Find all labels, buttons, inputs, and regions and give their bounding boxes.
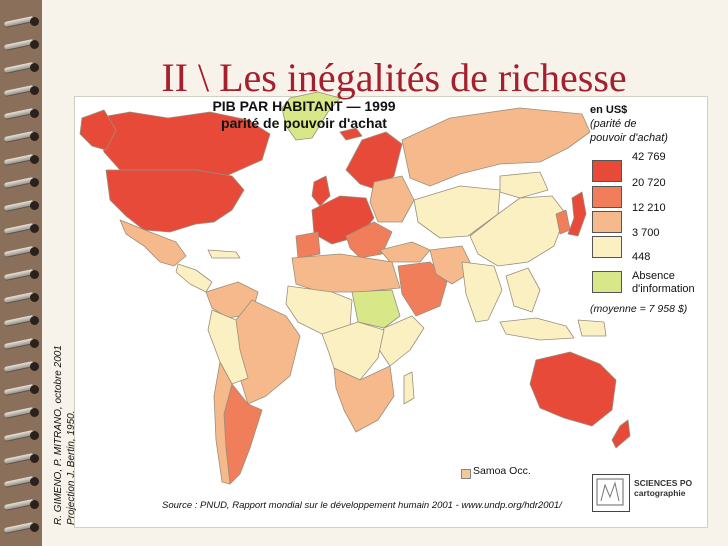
region-central-america xyxy=(175,263,213,293)
region-central-africa xyxy=(321,321,385,381)
region-madagascar xyxy=(403,371,415,405)
ring-icon xyxy=(3,475,52,488)
ring-icon xyxy=(3,268,52,281)
logo-text: SCIENCES PO cartographie xyxy=(634,478,692,498)
legend-value-4: 3 700 xyxy=(632,227,660,239)
logo-mark-icon xyxy=(596,478,624,506)
region-greenland xyxy=(281,91,341,141)
region-iberia xyxy=(295,231,321,259)
legend-ppp-line2: pouvoir d'achat) xyxy=(590,132,668,144)
map-credit: R. GIMENO, P. MITRANO, octobre 2001 Proj… xyxy=(52,345,78,525)
legend-value-1: 42 769 xyxy=(632,151,666,163)
region-italy-balkans xyxy=(345,221,393,259)
region-new-zealand xyxy=(611,419,631,449)
ring-icon xyxy=(3,521,52,534)
region-usa xyxy=(105,169,245,233)
region-uk xyxy=(311,175,331,207)
legend-no-info-line1: Absence xyxy=(632,270,675,282)
samoa-marker xyxy=(461,469,471,479)
ring-icon xyxy=(3,429,52,442)
ring-icon xyxy=(3,314,52,327)
region-india xyxy=(461,261,503,323)
legend-swatch-class4 xyxy=(592,236,622,258)
ring-icon xyxy=(3,199,52,212)
region-iran xyxy=(429,245,475,285)
region-middle-east xyxy=(397,261,449,317)
region-russia xyxy=(401,107,591,187)
legend-ppp-line1: (parité de xyxy=(590,118,637,130)
region-brazil xyxy=(231,299,301,405)
region-png xyxy=(577,319,607,337)
region-peru-bolivia xyxy=(207,309,249,385)
map-credit-projection: Projection J. Bertin, 1950. xyxy=(66,410,77,525)
region-scandinavia xyxy=(345,131,403,191)
map-title: PIB PAR HABITANT — 1999 parité de pouvoi… xyxy=(174,98,434,132)
map-credit-authors: R. GIMENO, P. MITRANO, octobre 2001 xyxy=(53,345,64,525)
logo-line1: SCIENCES PO xyxy=(634,478,693,488)
region-west-africa xyxy=(285,285,353,335)
ring-icon xyxy=(3,61,52,74)
region-sudan xyxy=(351,289,401,329)
ring-icon xyxy=(3,222,52,235)
ring-icon xyxy=(3,291,52,304)
ring-icon xyxy=(3,406,52,419)
ring-icon xyxy=(3,107,52,120)
legend-swatch-no-info xyxy=(592,271,622,293)
region-chile xyxy=(213,361,233,485)
slide-title: II \ Les inégalités de richesse xyxy=(161,55,627,100)
legend-swatch-class1 xyxy=(592,160,622,182)
samoa-label: Samoa Occ. xyxy=(473,465,531,477)
legend-value-5: 448 xyxy=(632,251,651,263)
legend-no-info-label: Absence d'information xyxy=(632,270,695,296)
ring-icon xyxy=(3,337,52,350)
region-mexico xyxy=(119,219,187,267)
region-japan xyxy=(567,191,587,237)
region-indonesia xyxy=(499,317,575,341)
ring-icon xyxy=(3,452,52,465)
map-title-line2: parité de pouvoir d'achat xyxy=(221,115,387,131)
legend-value-2: 20 720 xyxy=(632,177,666,189)
region-turkey xyxy=(379,241,431,263)
region-north-africa xyxy=(291,253,401,293)
ring-icon xyxy=(3,383,52,396)
ring-icon xyxy=(3,153,52,166)
legend-swatch-class2 xyxy=(592,186,622,208)
ring-icon xyxy=(3,130,52,143)
region-cuba xyxy=(207,249,241,259)
legend-unit: en US$ xyxy=(590,104,628,116)
region-mongolia xyxy=(499,171,549,199)
map-title-line1: PIB PAR HABITANT — 1999 xyxy=(212,98,396,114)
legend-value-3: 12 210 xyxy=(632,202,666,214)
ring-icon xyxy=(3,360,52,373)
legend-no-info-line2: d'information xyxy=(632,283,695,295)
region-southern-africa xyxy=(333,365,395,433)
region-central-asia xyxy=(413,185,501,239)
ring-icon xyxy=(3,245,52,258)
legend-mean: (moyenne = 7 958 $) xyxy=(590,303,688,315)
sciences-po-logo-icon xyxy=(592,474,630,512)
legend-swatch-class3 xyxy=(592,211,622,233)
ring-icon xyxy=(3,15,52,28)
region-southeast-asia xyxy=(505,267,541,313)
ring-icon xyxy=(3,38,52,51)
region-iceland xyxy=(339,127,363,141)
ring-icon xyxy=(3,84,52,97)
ring-icon xyxy=(3,176,52,189)
map-source: Source : PNUD, Rapport mondial sur le dé… xyxy=(162,500,562,511)
region-alaska xyxy=(79,109,117,151)
logo-line2: cartographie xyxy=(634,488,686,498)
region-australia xyxy=(529,351,617,427)
legend-heading: en US$ (parité de pouvoir d'achat) xyxy=(590,103,668,145)
region-eastern-europe xyxy=(369,175,415,223)
ring-icon xyxy=(3,498,52,511)
